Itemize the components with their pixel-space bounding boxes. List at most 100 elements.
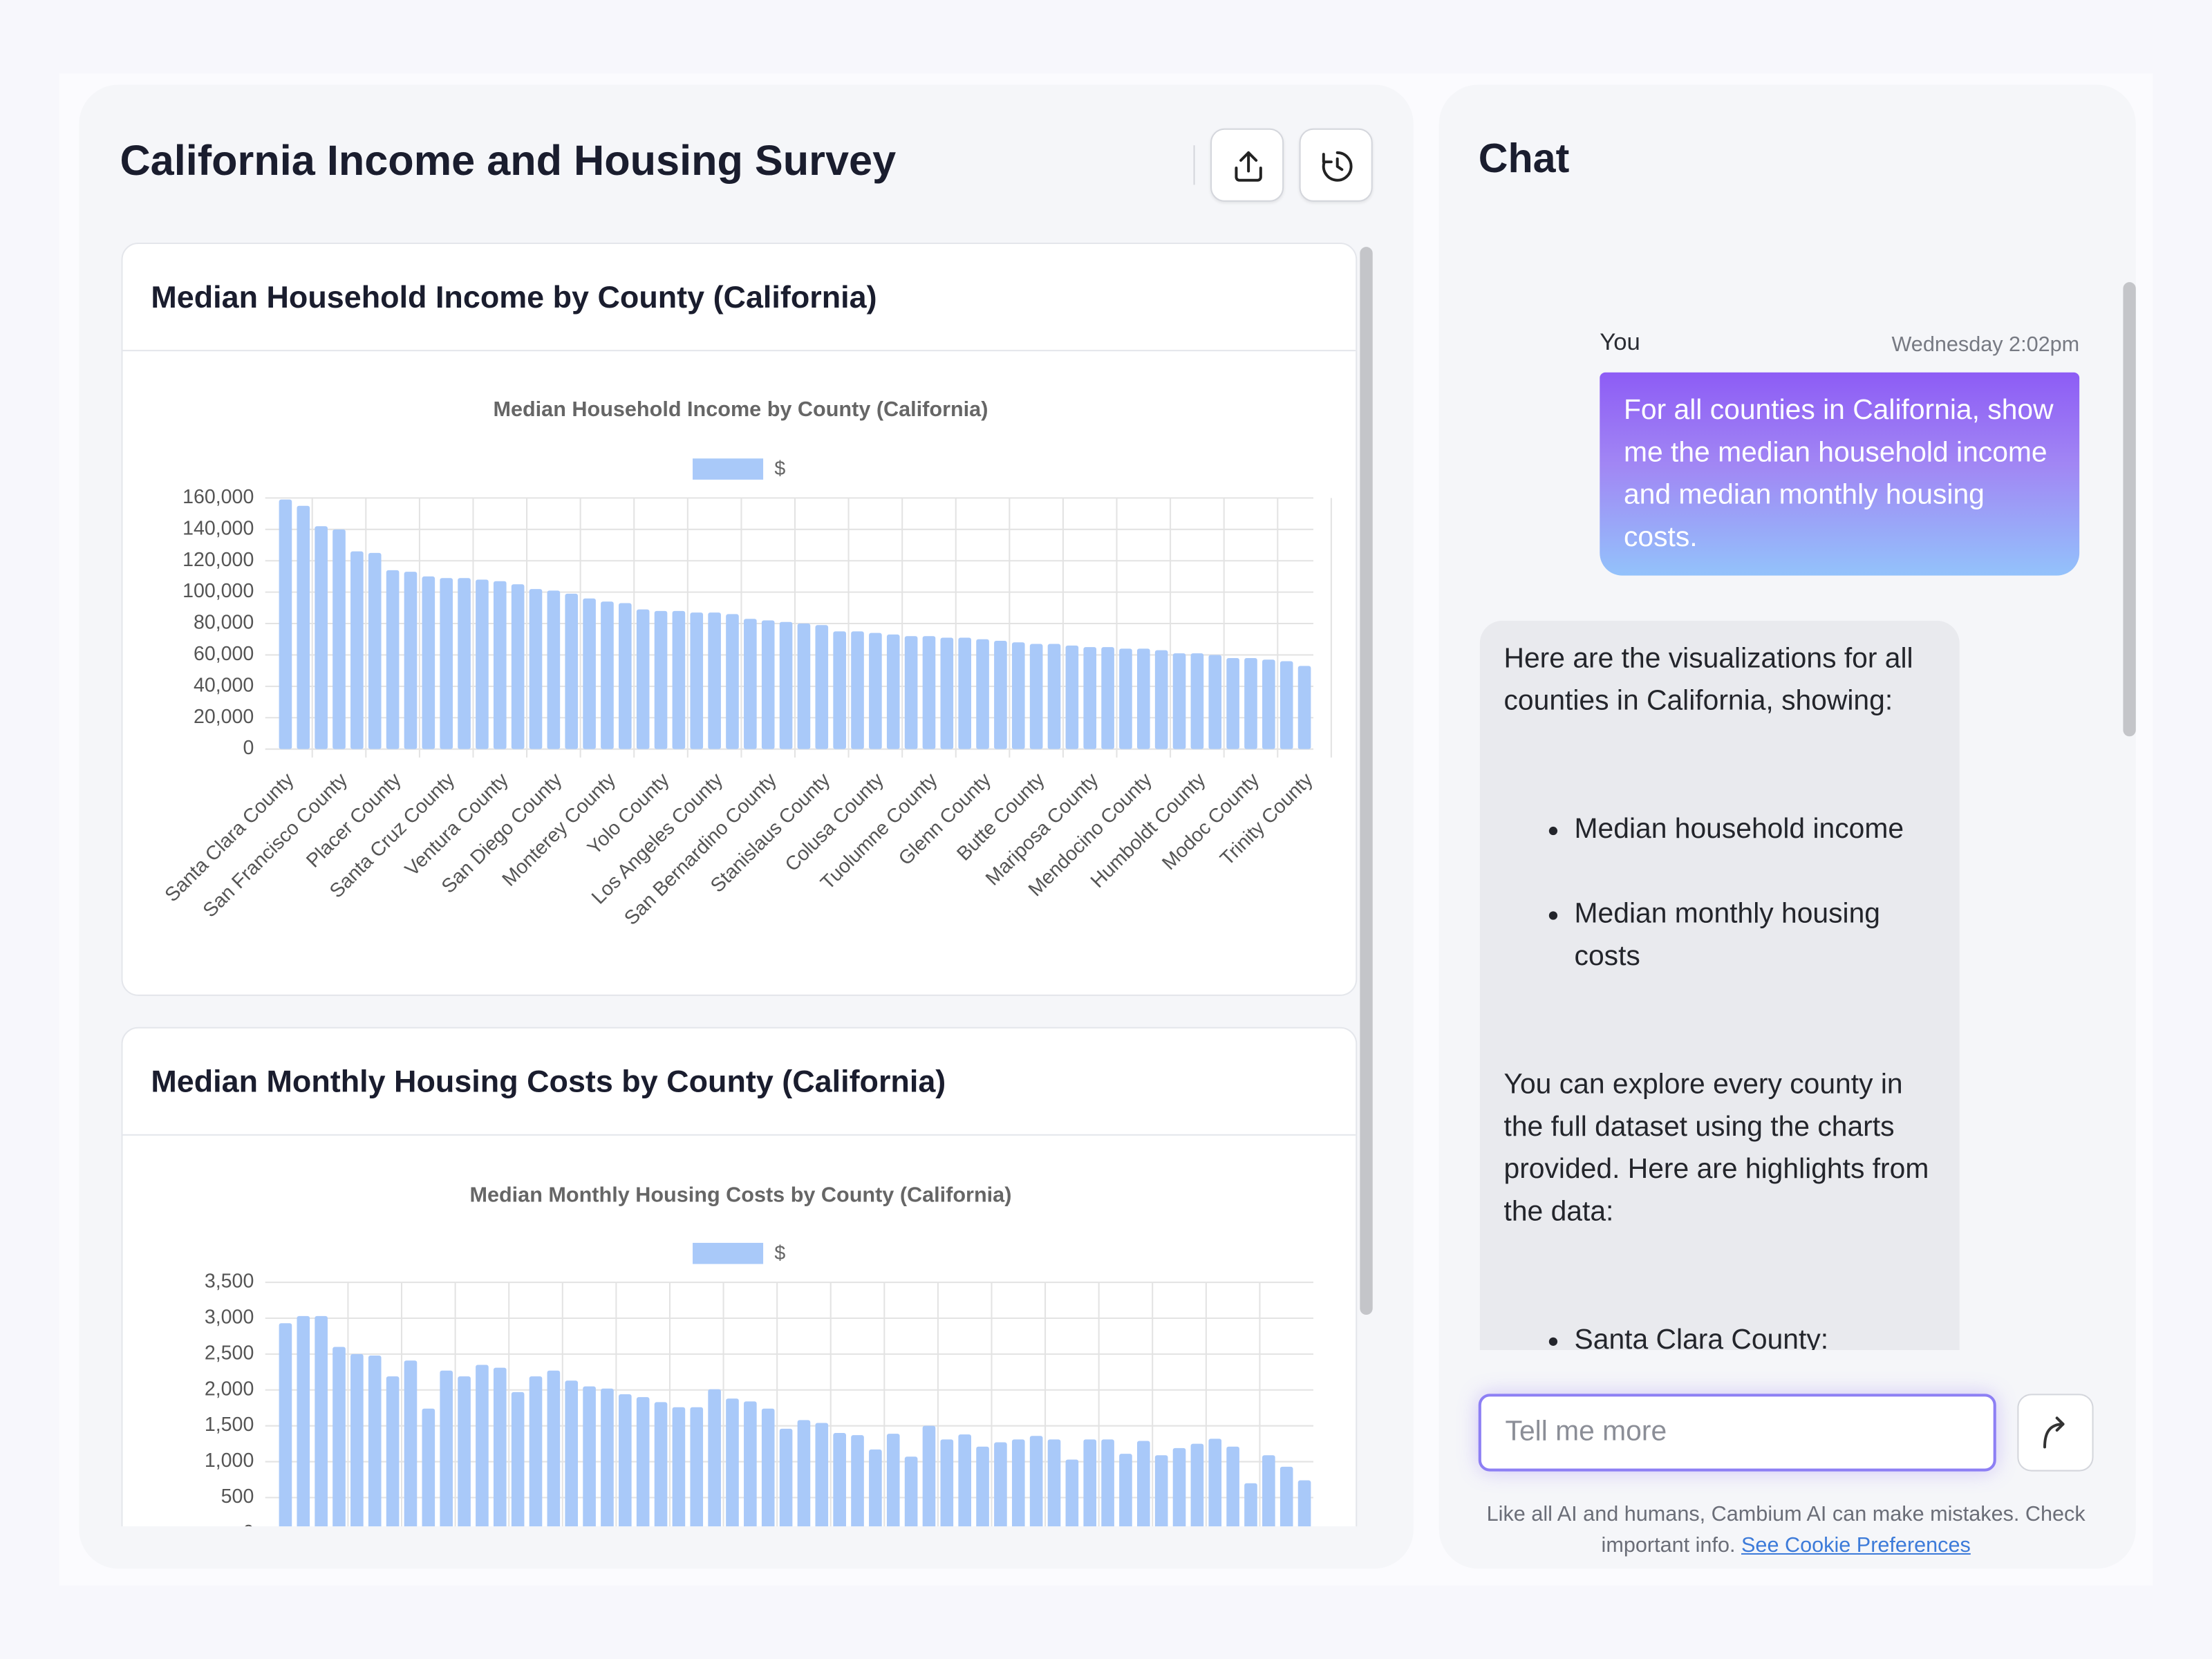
bar (511, 584, 525, 749)
bar (619, 1394, 632, 1527)
y-tick-label: 0 (243, 737, 254, 759)
bar (350, 551, 364, 749)
bar (1244, 1483, 1257, 1527)
legend-label: $ (774, 458, 785, 480)
bar (654, 610, 668, 749)
bar (904, 1456, 918, 1527)
bar (744, 619, 757, 749)
bar (404, 1360, 418, 1527)
chat-bubbles: For all counties in California, show me … (1453, 268, 2116, 1351)
bar (529, 1376, 543, 1527)
bar (583, 1386, 596, 1527)
bar (797, 1420, 811, 1527)
bar (440, 578, 453, 749)
bar (940, 1439, 954, 1527)
bar (1154, 650, 1168, 749)
bar (458, 578, 471, 749)
bar (1190, 1443, 1204, 1527)
message-list: Santa Clara County: (1504, 1319, 1936, 1350)
bar (368, 552, 382, 749)
bar (1172, 1447, 1186, 1527)
x-tick-label: Placer County (302, 769, 406, 872)
bar (547, 590, 561, 749)
bar (1029, 644, 1043, 749)
bar (958, 1434, 971, 1527)
bar (815, 1423, 829, 1527)
list-item: Santa Clara County: (1575, 1319, 1936, 1350)
bar (601, 601, 614, 749)
bar (332, 1347, 346, 1527)
share-icon (1235, 151, 1262, 182)
bar (529, 589, 543, 749)
chart-card: Median Monthly Housing Costs by County (… (121, 1027, 1358, 1527)
dashboard-title: California Income and Housing Survey (120, 138, 897, 185)
chat-scrollbar[interactable] (2123, 282, 2136, 737)
bar (493, 581, 507, 749)
card-heading: Median Household Income by County (Calif… (122, 244, 1356, 352)
bar (1047, 1439, 1061, 1527)
y-tick-label: 3,000 (205, 1306, 254, 1329)
bar (976, 639, 989, 749)
bar (601, 1388, 614, 1527)
bar (440, 1370, 453, 1527)
bar (1065, 645, 1079, 749)
bar (386, 570, 400, 749)
bar (1029, 1436, 1043, 1527)
bar (1011, 1439, 1025, 1527)
bar (851, 1435, 864, 1527)
bar (386, 1376, 400, 1527)
bar (1172, 653, 1186, 749)
bar (958, 637, 971, 749)
chat-input[interactable]: Tell me more (1478, 1394, 1996, 1472)
bar (797, 624, 811, 749)
bar (1154, 1455, 1168, 1527)
bar (726, 1398, 739, 1527)
message-time: Wednesday 2:02pm (1891, 332, 2080, 357)
bar (422, 576, 435, 749)
bar (994, 641, 1007, 749)
x-tick-label: Glenn County (894, 769, 996, 870)
bar (833, 1433, 846, 1527)
chart-title: Median Household Income by County (Calif… (493, 397, 988, 421)
share-button[interactable] (1210, 128, 1284, 202)
bar (869, 1449, 882, 1527)
bar (279, 1323, 292, 1527)
bar (332, 529, 346, 749)
bar (1280, 661, 1293, 749)
bar (690, 1407, 704, 1527)
bar (350, 1353, 364, 1527)
bar (1190, 653, 1204, 749)
bar (672, 610, 686, 749)
legend-label: $ (774, 1242, 785, 1264)
x-tick-label: Trinity County (1216, 769, 1318, 870)
chat-title: Chat (1478, 136, 1570, 182)
disclaimer-text: Like all AI and humans, Cambium AI can m… (1486, 1502, 2086, 1558)
history-button[interactable] (1299, 128, 1373, 202)
bar (1101, 1439, 1114, 1527)
y-tick-label: 160,000 (182, 486, 254, 508)
sender-name: You (1600, 328, 1640, 356)
bar (761, 1408, 775, 1527)
bar (779, 621, 793, 749)
chart-title: Median Monthly Housing Costs by County (… (469, 1183, 1011, 1207)
scrollbar[interactable] (1360, 247, 1373, 1315)
bar (1065, 1459, 1079, 1527)
bar (1119, 1454, 1132, 1527)
card-scroll-area: Median Household Income by County (Calif… (121, 243, 1360, 1527)
send-button[interactable] (2017, 1394, 2094, 1472)
bar (636, 1397, 650, 1527)
bar (315, 526, 328, 749)
bar (297, 1315, 310, 1527)
y-tick-label: 100,000 (182, 580, 254, 602)
bar (1137, 1441, 1150, 1527)
y-tick-label: 40,000 (194, 674, 254, 696)
bar (1262, 659, 1275, 749)
list-item: Median household income (1575, 808, 1936, 850)
cookie-link[interactable]: See Cookie Preferences (1741, 1533, 1971, 1558)
bar (511, 1391, 525, 1527)
chat-messages: You Wednesday 2:02pm (1453, 268, 2116, 1350)
bar (726, 614, 739, 749)
y-tick-label: 1,000 (205, 1450, 254, 1472)
bar (994, 1442, 1007, 1527)
y-tick-label: 80,000 (194, 612, 254, 634)
